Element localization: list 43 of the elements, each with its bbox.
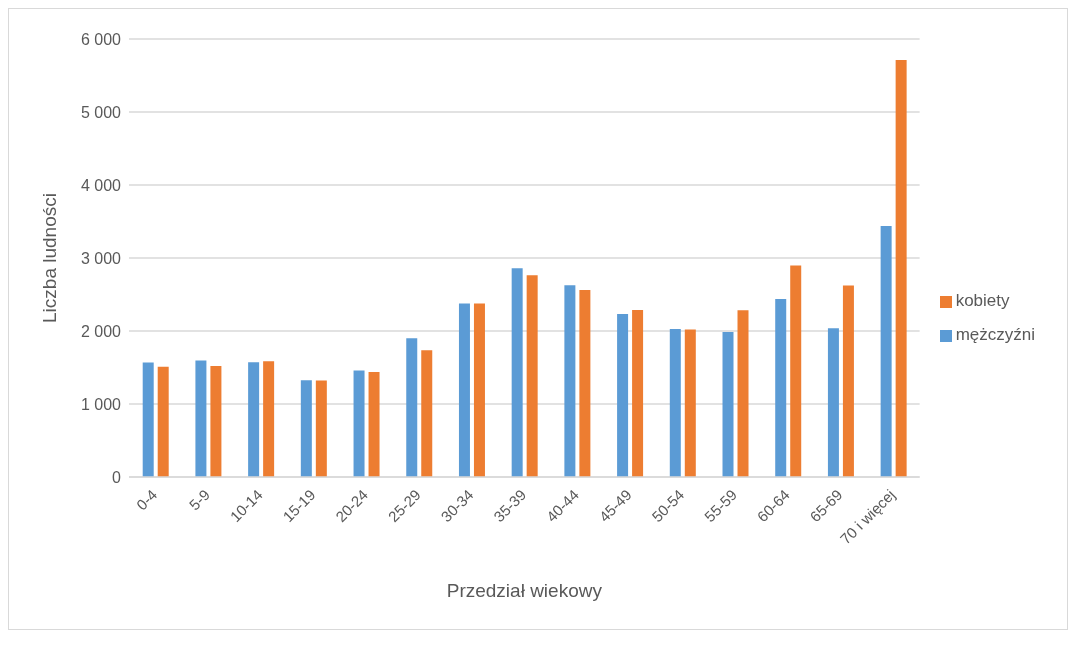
y-tick-label: 4 000: [80, 176, 122, 194]
bar: [895, 60, 907, 477]
bar: [248, 362, 260, 477]
bar: [564, 285, 576, 477]
bar: [157, 366, 169, 477]
legend-label: kobiety: [955, 291, 1010, 310]
bar: [722, 332, 734, 477]
x-tick-label: 5-9: [185, 485, 214, 514]
legend-label: mężczyźni: [955, 325, 1035, 344]
y-tick-label: 2 000: [80, 322, 122, 340]
bar: [473, 303, 485, 477]
y-tick-label: 6 000: [80, 30, 122, 48]
bar: [827, 328, 839, 477]
x-tick-label: 0-4: [132, 485, 161, 514]
bar: [353, 370, 365, 477]
bar: [579, 289, 591, 477]
bar: [300, 380, 312, 477]
bar: [263, 361, 275, 477]
bar: [406, 338, 418, 477]
bar: [315, 380, 327, 477]
bar: [526, 275, 538, 477]
bar: [880, 226, 892, 477]
y-axis-title: Liczba ludności: [38, 193, 60, 323]
y-tick-label: 5 000: [80, 103, 122, 121]
y-tick-label: 3 000: [80, 249, 122, 267]
bar: [511, 268, 523, 477]
bar: [790, 265, 802, 477]
bar: [617, 313, 629, 477]
bar: [842, 285, 854, 477]
y-tick-label: 0: [112, 468, 122, 486]
bar: [737, 310, 749, 477]
bar: [195, 360, 207, 477]
bar: [684, 329, 696, 477]
bar: [210, 365, 222, 477]
bar: [775, 299, 787, 477]
bar: [142, 362, 154, 477]
bar: [458, 303, 470, 477]
bar: [421, 350, 433, 477]
y-tick-label: 1 000: [80, 395, 122, 413]
bar: [368, 372, 380, 477]
x-axis-title: Przedział wiekowy: [446, 580, 603, 601]
bar: [669, 328, 681, 477]
bar: [632, 309, 644, 477]
